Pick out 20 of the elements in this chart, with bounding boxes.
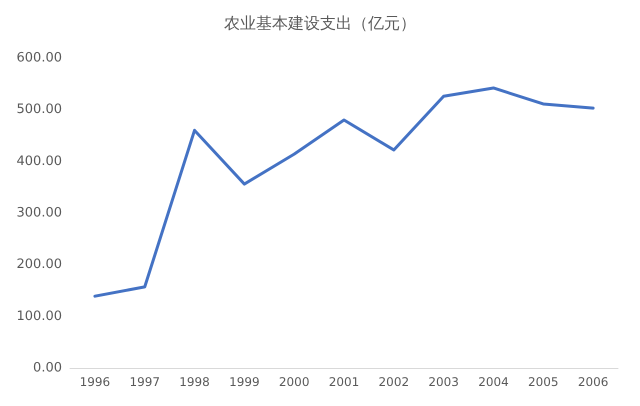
y-tick-label: 0.00 [33,360,62,376]
x-tick-label: 2004 [478,375,509,389]
x-tick-label: 2002 [378,375,410,389]
x-tick-label: 2000 [278,375,310,389]
y-tick-label: 400.00 [16,154,62,169]
y-tick-label: 600.00 [16,50,62,66]
x-tick-label: 2005 [528,375,559,389]
x-tick-label: 1997 [129,375,160,389]
y-tick-label: 300.00 [16,206,62,220]
x-tick-label: 2003 [428,375,459,389]
x-tick-label: 2006 [578,375,608,389]
y-tick-label: 200.00 [16,257,62,272]
x-tick-label: 1999 [229,375,260,389]
x-tick-label: 1996 [80,375,110,389]
line-series [93,86,595,298]
x-tick-label: 1998 [179,375,210,389]
y-tick-label: 100.00 [16,308,62,324]
y-tick-label: 500.00 [16,102,62,118]
x-tick-label: 2001 [328,375,360,389]
chart-title: 农业基本建设支出（亿元） [224,14,416,32]
